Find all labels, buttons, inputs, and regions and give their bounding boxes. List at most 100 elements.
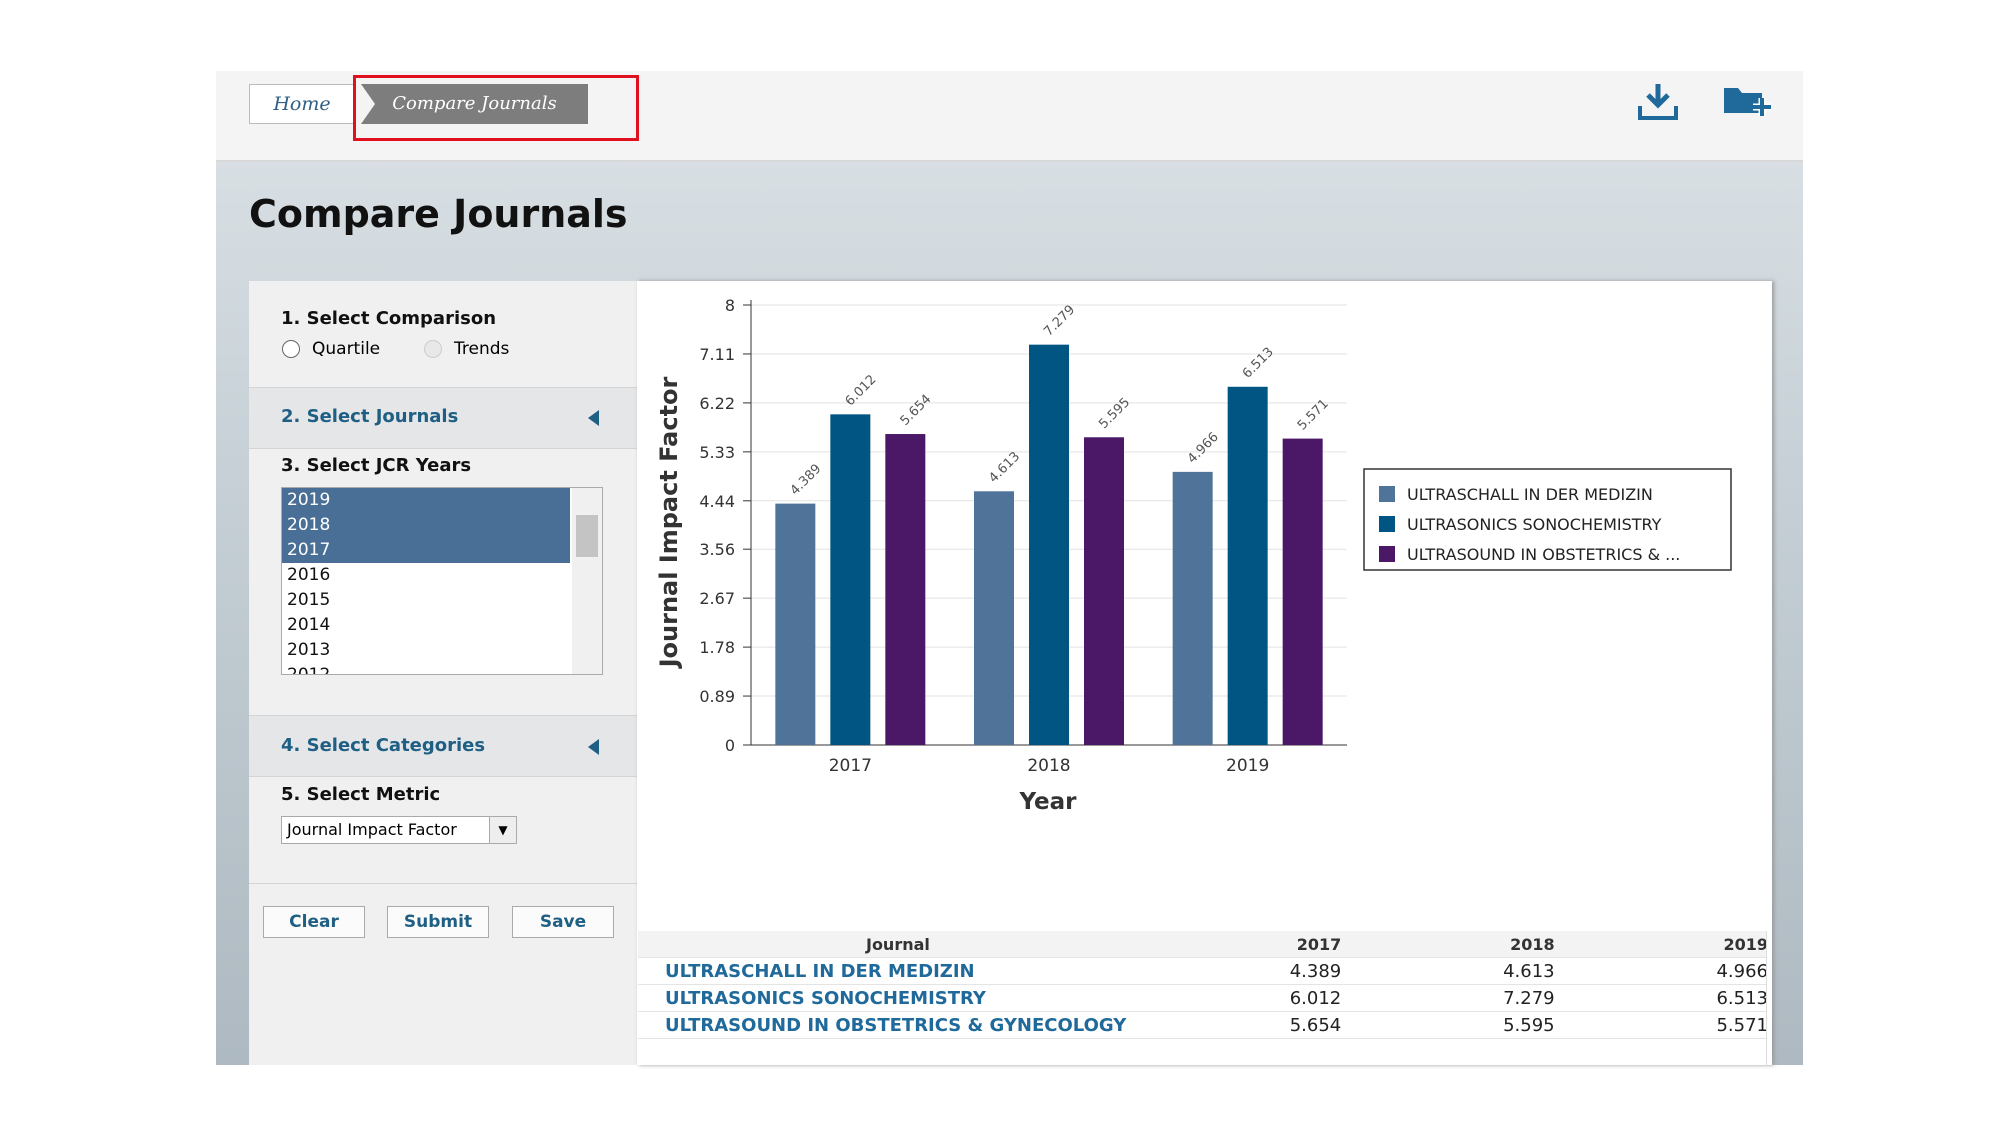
column-header: 2017 <box>1157 931 1372 958</box>
button[interactable]: Submit <box>387 906 489 938</box>
highlight-box <box>353 75 639 141</box>
cell-value: 6.513 <box>1584 984 1766 1012</box>
bar <box>775 503 816 745</box>
step-label: 1. Select Comparison <box>281 308 497 329</box>
cell-value: 5.595 <box>1371 1011 1585 1039</box>
folder-add-icon[interactable] <box>1722 84 1774 118</box>
radio[interactable] <box>424 340 442 358</box>
y-tick-label: 6.22 <box>699 394 735 413</box>
legend-swatch <box>1379 546 1395 562</box>
button[interactable]: Clear <box>263 906 365 938</box>
value-label: 5.595 <box>1096 395 1133 432</box>
year-option[interactable]: 2018 <box>282 513 570 538</box>
step-label: 3. Select JCR Years <box>281 455 472 476</box>
bar <box>1172 471 1213 745</box>
y-tick-label: 5.33 <box>699 443 735 462</box>
year-option[interactable]: 2013 <box>287 640 331 660</box>
column-header: 2019 <box>1584 931 1766 958</box>
y-tick-label: 4.44 <box>699 492 735 511</box>
legend-label: ULTRASONICS SONOCHEMISTRY <box>1407 515 1662 534</box>
x-tick-label: 2019 <box>1226 756 1269 776</box>
value-label: 4.613 <box>986 449 1023 486</box>
y-axis-title: Journal Impact Factor <box>655 376 683 669</box>
table-wrap: Journal 2017 2018 2019 ULTRASCHALL IN DER ME… <box>638 931 1767 1065</box>
bar <box>1282 438 1323 745</box>
breadcrumb-current[interactable]: Compare Journals <box>361 84 588 124</box>
cell-value: 6.012 <box>1157 984 1372 1012</box>
legend-swatch <box>1379 486 1395 502</box>
bar <box>974 491 1014 745</box>
legend-label: ULTRASCHALL IN DER MEDIZIN <box>1407 485 1653 504</box>
x-tick-label: 2018 <box>1027 756 1070 776</box>
year-option[interactable]: 2014 <box>287 615 331 635</box>
cell-value: 5.654 <box>1157 1011 1372 1039</box>
value-label: 4.966 <box>1185 430 1222 467</box>
bar <box>1084 437 1124 745</box>
value-label: 7.279 <box>1041 303 1078 340</box>
bar <box>1227 386 1268 745</box>
column-header: 2018 <box>1371 931 1585 958</box>
legend-label: ULTRASOUND IN OBSTETRICS & ... <box>1407 545 1680 564</box>
year-option[interactable]: 2019 <box>282 488 570 513</box>
column-header: Journal <box>638 931 1158 958</box>
table-row: ULTRASOUND IN OBSTETRICS & GYNECOLOGY 5.6… <box>638 1011 1766 1039</box>
x-tick-label: 2017 <box>829 756 872 776</box>
journal-link[interactable]: ULTRASCHALL IN DER MEDIZIN <box>638 957 1158 985</box>
collapse-arrow[interactable] <box>588 410 599 426</box>
metric-select[interactable]: Journal Impact Factor ▼ <box>281 816 517 844</box>
scroll-thumb[interactable] <box>576 515 598 557</box>
bar <box>830 414 871 745</box>
section-band <box>249 387 637 449</box>
radio[interactable] <box>282 340 300 358</box>
year-list[interactable]: 2019 2018 2017 2016 2015 2014 2013 2012 <box>281 487 603 675</box>
y-tick-label: 0.89 <box>699 687 735 706</box>
page-title: Compare Journals <box>249 192 628 236</box>
year-option[interactable]: 2015 <box>287 590 331 610</box>
step-label: 5. Select Metric <box>281 784 441 805</box>
breadcrumb-home[interactable]: Home <box>249 84 355 124</box>
year-option[interactable]: 2017 <box>282 538 570 563</box>
select-arrow[interactable]: ▼ <box>489 817 516 843</box>
journal-link[interactable]: ULTRASOUND IN OBSTETRICS & GYNECOLOGY <box>638 1011 1158 1039</box>
cell-value: 4.613 <box>1371 957 1585 985</box>
select-value: Journal Impact Factor <box>287 820 457 839</box>
y-tick-label: 8 <box>725 296 735 315</box>
bar <box>885 434 926 745</box>
legend-swatch <box>1379 516 1395 532</box>
value-label: 6.012 <box>843 372 880 409</box>
button[interactable]: Save <box>512 906 614 938</box>
step-label[interactable]: 4. Select Categories <box>281 735 486 756</box>
year-option[interactable]: 2012 <box>287 665 331 675</box>
x-axis-title: Year <box>1018 789 1077 815</box>
data-table: Journal 2017 2018 2019 ULTRASCHALL IN DER ME… <box>638 931 1766 1039</box>
header-row: Journal 2017 2018 2019 <box>638 931 1766 958</box>
chart: 0 0.89 1.78 2.67 3.56 4.44 5.33 6.22 7.11 8 2017 4.… <box>655 296 1732 815</box>
bar <box>1029 344 1069 745</box>
legend-box <box>1363 468 1732 571</box>
journal-link[interactable]: ULTRASONICS SONOCHEMISTRY <box>638 984 1158 1012</box>
download-icon[interactable] <box>1636 82 1680 122</box>
value-label: 4.389 <box>788 462 825 499</box>
cell-value: 7.279 <box>1371 984 1585 1012</box>
cell-value: 5.571 <box>1584 1011 1766 1039</box>
value-label: 5.654 <box>898 392 935 429</box>
value-label: 5.571 <box>1295 396 1332 433</box>
year-option[interactable]: 2016 <box>287 565 331 585</box>
divider <box>249 883 637 884</box>
cell-value: 4.966 <box>1584 957 1766 985</box>
collapse-arrow[interactable] <box>588 739 599 755</box>
y-tick-label: 3.56 <box>699 540 735 559</box>
value-label: 6.513 <box>1240 345 1277 382</box>
table-row: ULTRASCHALL IN DER MEDIZIN 4.389 4.613 4.96… <box>638 957 1766 985</box>
section-band <box>249 715 637 777</box>
radio-label[interactable]: Quartile <box>312 339 381 359</box>
y-tick-label: 2.67 <box>699 589 735 608</box>
y-tick-label: 7.11 <box>699 345 735 364</box>
step-label[interactable]: 2. Select Journals <box>281 406 459 427</box>
y-tick-label: 0 <box>725 736 735 755</box>
cell-value: 4.389 <box>1157 957 1372 985</box>
radio-label[interactable]: Trends <box>454 339 510 359</box>
y-tick-label: 1.78 <box>699 638 735 657</box>
table-row: ULTRASONICS SONOCHEMISTRY 6.012 7.279 6.513 <box>638 984 1766 1012</box>
